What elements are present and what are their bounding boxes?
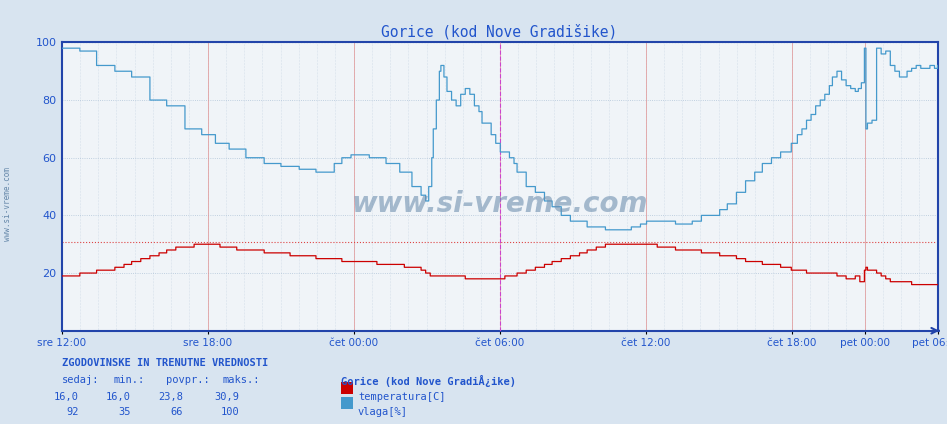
Text: www.si-vreme.com: www.si-vreme.com (3, 167, 12, 240)
Text: 23,8: 23,8 (158, 392, 183, 402)
Text: povpr.:: povpr.: (166, 375, 209, 385)
Text: sedaj:: sedaj: (62, 375, 99, 385)
Text: 35: 35 (118, 407, 131, 417)
Text: 16,0: 16,0 (106, 392, 131, 402)
Text: vlaga[%]: vlaga[%] (358, 407, 408, 417)
Text: 16,0: 16,0 (54, 392, 79, 402)
Text: maks.:: maks.: (223, 375, 260, 385)
Text: temperatura[C]: temperatura[C] (358, 392, 445, 402)
Title: Gorice (kod Nove Gradišike): Gorice (kod Nove Gradišike) (382, 24, 617, 40)
Text: 92: 92 (66, 407, 79, 417)
Text: Gorice (kod Nove GradiÅ¿ike): Gorice (kod Nove GradiÅ¿ike) (341, 375, 516, 387)
Text: www.si-vreme.com: www.si-vreme.com (351, 190, 648, 218)
Text: min.:: min.: (114, 375, 145, 385)
Text: 30,9: 30,9 (215, 392, 240, 402)
Text: 66: 66 (170, 407, 183, 417)
Text: 100: 100 (221, 407, 240, 417)
Text: ZGODOVINSKE IN TRENUTNE VREDNOSTI: ZGODOVINSKE IN TRENUTNE VREDNOSTI (62, 358, 268, 368)
